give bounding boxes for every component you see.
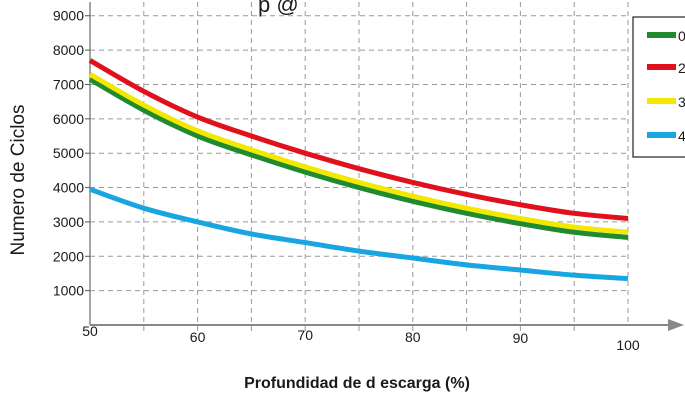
y-tick-label: 4000 [53,180,84,196]
y-tick-label: 6000 [53,111,84,127]
x-tick-label: 100 [616,337,640,353]
y-tick-label: 7000 [53,76,84,92]
x-tick-label: 50 [82,323,98,339]
x-tick-label: 90 [513,330,529,346]
x-tick-label: 60 [190,329,206,345]
y-tick-label: 5000 [53,145,84,161]
legend-label-4: 4 [678,128,685,144]
series-line-3 [88,71,629,235]
y-tick-label: 3000 [53,214,84,230]
x-axis-label: Profundidad de d escarga (%) [244,375,470,392]
legend: 0 2 3 4 [632,16,685,158]
x-axis-arrow [668,319,684,331]
y-tick-label: 1000 [53,283,84,299]
y-tick-label: 8000 [53,42,84,58]
y-axis-label: Numero de Ciclos [8,105,29,256]
y-tick-labels: 1000 2000 3000 4000 5000 6000 7000 8000 9000 [53,8,90,299]
legend-label-2: 2 [678,60,685,76]
series-line-2 [88,58,629,221]
legend-label-3: 3 [678,94,685,110]
chart-title: p @ [258,0,299,17]
series-lines [88,58,629,282]
x-tick-labels: 50 60 70 80 90 100 [82,323,640,353]
series-line-0 [88,77,629,240]
y-tick-label: 2000 [53,248,84,264]
legend-label-0: 0 [678,28,685,44]
y-tick-label: 9000 [53,8,84,24]
x-tick-label: 70 [297,327,313,343]
x-tick-label: 80 [405,329,421,345]
series-line-4 [89,186,629,282]
